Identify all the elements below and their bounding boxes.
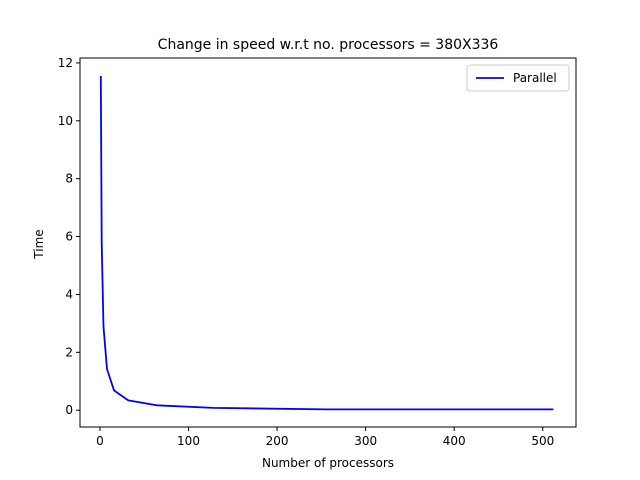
y-axis-label: Time [32, 229, 46, 259]
y-tick-label: 4 [65, 287, 73, 301]
y-tick-label: 0 [65, 403, 73, 417]
plot-frame [79, 57, 577, 428]
legend-box [466, 64, 570, 92]
y-tick-label: 2 [65, 345, 73, 359]
legend-label-parallel: Parallel [513, 71, 557, 85]
y-tick-label: 12 [58, 56, 73, 70]
y-tick-label: 10 [58, 114, 73, 128]
x-tick-label: 100 [177, 434, 200, 448]
y-tick-label: 8 [65, 172, 73, 186]
y-tick-label: 6 [65, 230, 73, 244]
x-tick-label: 0 [96, 434, 104, 448]
legend: Parallel [466, 64, 570, 92]
series-line-parallel [99, 75, 554, 411]
x-tick-label: 200 [266, 434, 289, 448]
x-tick-label: 300 [354, 434, 377, 448]
x-tick-label: 500 [531, 434, 554, 448]
x-tick-label: 400 [443, 434, 466, 448]
x-axis-label: Number of processors [262, 456, 394, 470]
chart-title: Change in speed w.r.t no. processors = 3… [158, 37, 499, 53]
